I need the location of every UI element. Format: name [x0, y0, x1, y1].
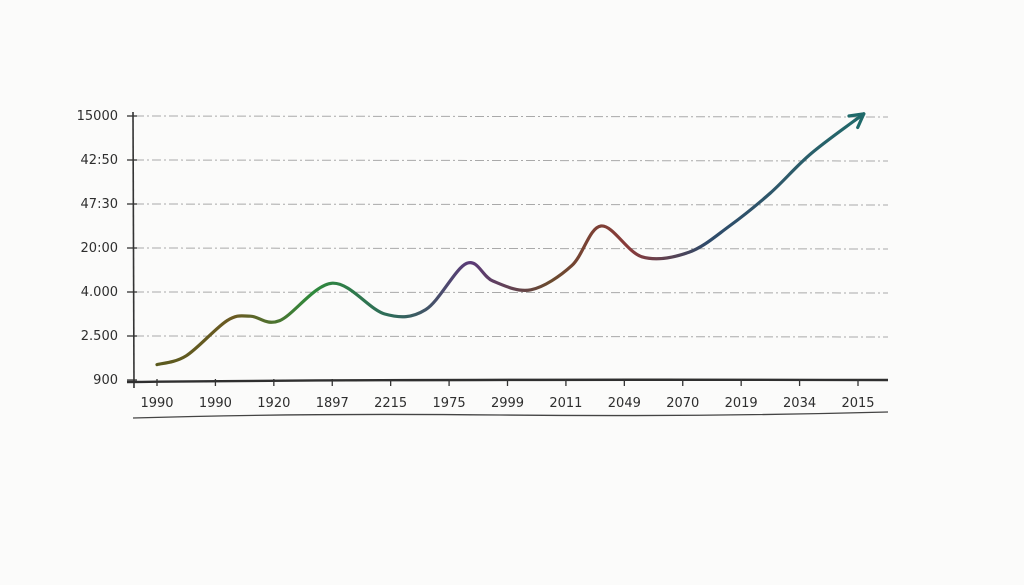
- data-point: [185, 354, 188, 357]
- x-axis-line: [126, 378, 889, 384]
- y-axis-line: [132, 111, 135, 389]
- series-group: [155, 112, 866, 367]
- y-tick-label: 900: [93, 373, 118, 388]
- x-tick-label: 2215: [374, 396, 407, 411]
- data-point: [383, 312, 386, 315]
- y-tick-label: 42:50: [81, 153, 118, 168]
- data-point: [810, 152, 813, 155]
- baseline-underline: [132, 411, 889, 419]
- x-axis-ticks: 1990 1990 1920 1897 2215 1975 2999 2011 2049 2070…: [140, 379, 875, 411]
- x-tick-label: 2034: [783, 396, 816, 411]
- x-tick-label: 2011: [549, 396, 582, 411]
- x-tick-label: 2019: [725, 396, 758, 411]
- data-point: [465, 262, 468, 265]
- axes: [126, 111, 889, 419]
- data-point: [278, 319, 281, 322]
- gridline: [134, 247, 889, 250]
- data-point: [226, 319, 229, 322]
- data-point: [599, 224, 602, 227]
- arrowhead: [847, 112, 866, 130]
- gridline: [134, 335, 889, 338]
- y-tick-label: 47:30: [81, 197, 118, 212]
- gridlines: [134, 115, 889, 338]
- y-tick-label: 20:00: [81, 241, 118, 256]
- x-tick-label: 2999: [491, 396, 524, 411]
- x-tick-label: 1990: [199, 396, 232, 411]
- x-tick-label: 2070: [666, 396, 699, 411]
- gridline: [134, 159, 889, 162]
- x-tick-label: 1990: [140, 396, 173, 411]
- data-point: [249, 315, 252, 318]
- y-tick-label: 2.500: [81, 329, 118, 344]
- gridline: [134, 203, 889, 206]
- data-point: [529, 288, 532, 291]
- data-point: [769, 191, 772, 194]
- series-line: [155, 112, 866, 367]
- gridline: [134, 291, 889, 294]
- data-point: [570, 264, 573, 267]
- data-point: [687, 251, 690, 254]
- x-tick-label: 1975: [433, 396, 466, 411]
- x-tick-label: 2049: [608, 396, 641, 411]
- data-point: [155, 363, 158, 366]
- y-tick-label: 15000: [77, 109, 118, 124]
- data-point: [640, 255, 643, 258]
- data-point: [331, 282, 334, 285]
- data-point: [424, 308, 427, 311]
- data-point: [491, 279, 494, 282]
- x-tick-label: 2015: [841, 396, 874, 411]
- x-tick-label: 1897: [316, 396, 349, 411]
- y-tick-label: 4.000: [81, 285, 118, 300]
- x-tick-label: 1920: [257, 396, 290, 411]
- data-point: [728, 224, 731, 227]
- gridline: [134, 115, 889, 118]
- y-axis-ticks: 900 2.500 4.000 20:00 47:30 42:50 15000: [77, 109, 137, 388]
